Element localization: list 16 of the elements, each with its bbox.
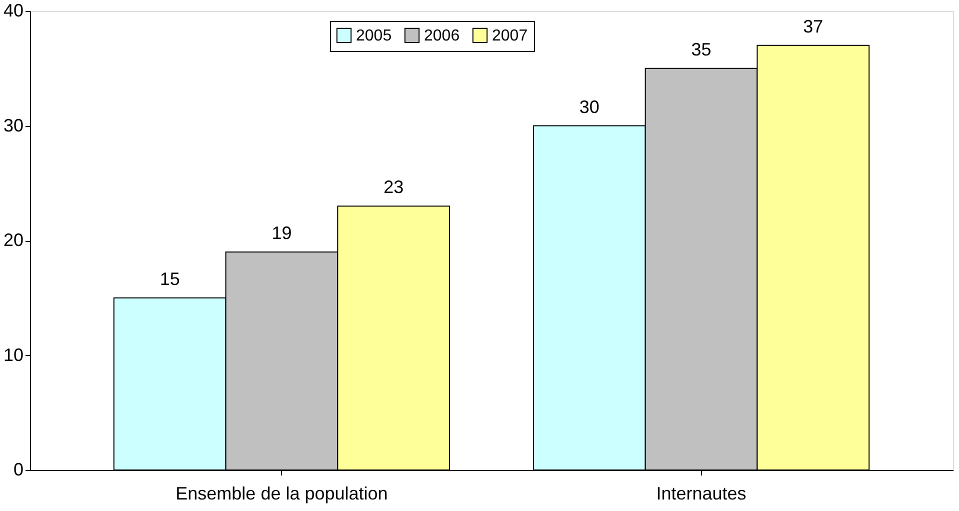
data-label: 30 <box>579 96 600 117</box>
legend-label: 2005 <box>356 27 392 44</box>
y-tick-label: 10 <box>3 344 24 365</box>
y-tick-label: 30 <box>3 115 24 136</box>
y-tick-label: 40 <box>3 0 24 20</box>
x-tick-label: Internautes <box>656 484 746 504</box>
data-label: 15 <box>160 268 180 289</box>
data-label: 19 <box>272 222 292 243</box>
x-tick-label: Ensemble de la population <box>176 484 388 504</box>
legend-label: 2006 <box>424 27 460 44</box>
data-label: 37 <box>803 16 824 36</box>
legend-label: 2007 <box>492 27 528 44</box>
y-tick-label: 20 <box>3 230 24 250</box>
data-label: 35 <box>691 39 712 60</box>
y-tick-label: 0 <box>13 460 24 480</box>
data-label: 23 <box>384 177 404 198</box>
